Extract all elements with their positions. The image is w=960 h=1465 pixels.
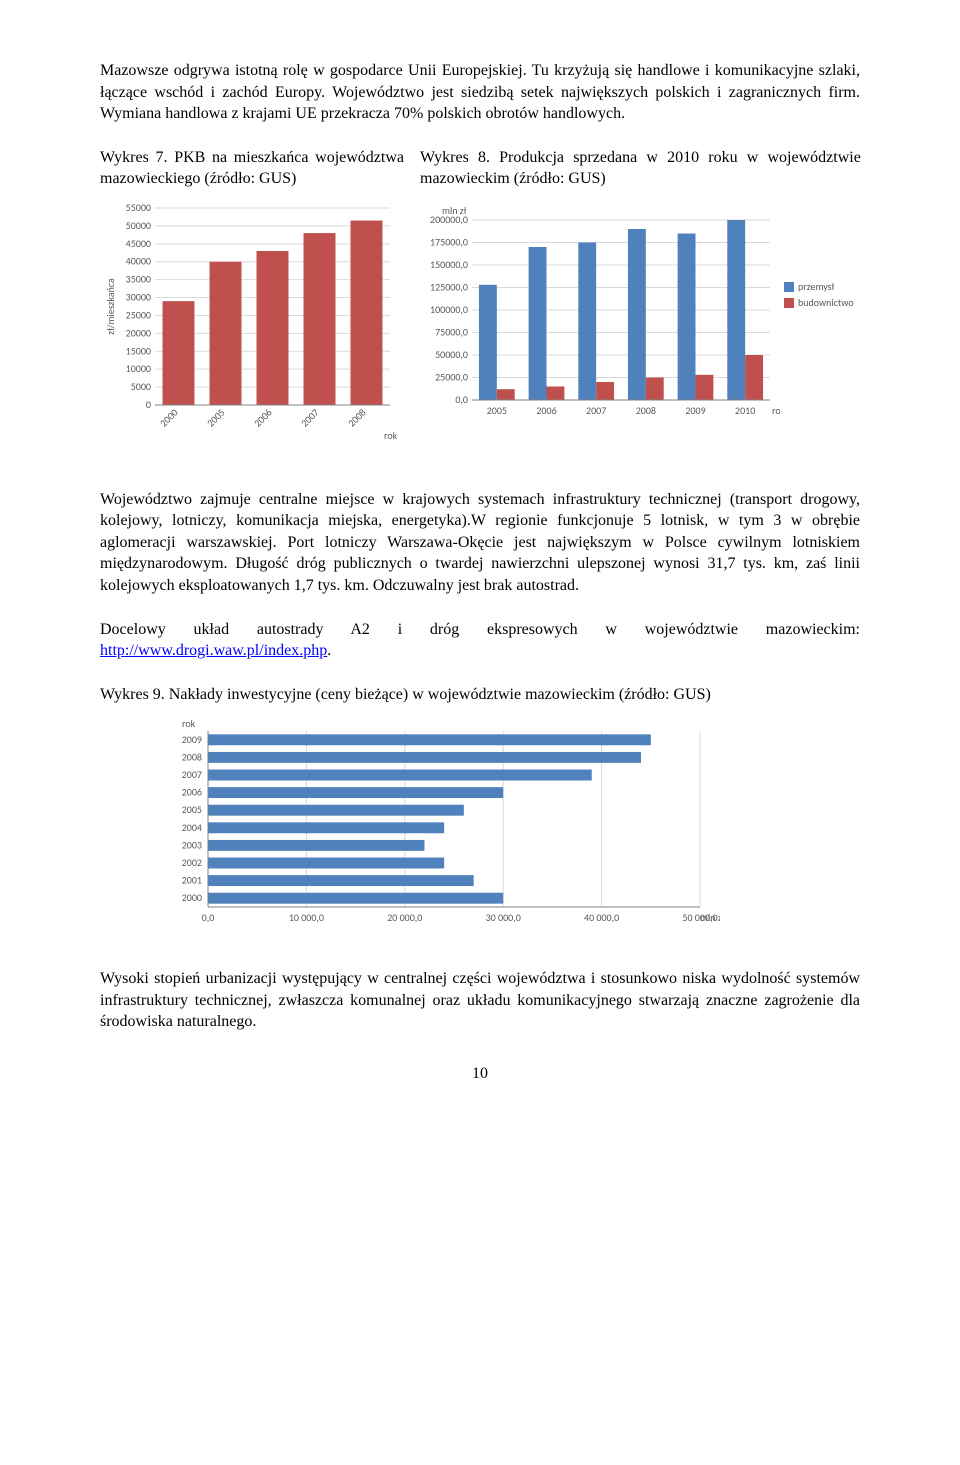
- svg-text:125000,0: 125000,0: [430, 280, 468, 293]
- legend-label: budownictwo: [798, 296, 854, 310]
- svg-text:zł/mieszkańca: zł/mieszkańca: [104, 278, 117, 335]
- svg-text:20 000,0: 20 000,0: [387, 911, 422, 924]
- svg-text:2006: 2006: [251, 406, 275, 430]
- legend-swatch: [784, 282, 794, 292]
- legend-item: przemysł: [784, 280, 854, 294]
- svg-text:0,0: 0,0: [455, 393, 468, 406]
- chart9: 0,010 000,020 000,030 000,040 000,050 00…: [160, 713, 860, 940]
- svg-text:2007: 2007: [182, 768, 202, 781]
- svg-text:2005: 2005: [204, 406, 228, 430]
- svg-text:2005: 2005: [487, 404, 507, 417]
- legend-swatch: [784, 298, 794, 308]
- legend-label: przemysł: [798, 280, 834, 294]
- svg-text:55000: 55000: [126, 201, 151, 214]
- svg-text:10000: 10000: [126, 362, 151, 375]
- svg-text:2001: 2001: [182, 874, 202, 887]
- svg-text:2009: 2009: [182, 733, 202, 746]
- svg-text:30000: 30000: [126, 291, 151, 304]
- svg-text:2009: 2009: [685, 404, 705, 417]
- chart8-svg: 0,0 25000,0 50000,0 75000,0 100000,0 125000,0…: [410, 200, 780, 430]
- svg-text:75000,0: 75000,0: [435, 325, 468, 338]
- svg-text:45000: 45000: [126, 237, 151, 250]
- chart7-svg: 0 5000 10000 15000 20000 25000 30000 35000 40000…: [100, 200, 400, 460]
- svg-text:30 000,0: 30 000,0: [486, 911, 521, 924]
- svg-text:15000: 15000: [126, 344, 151, 357]
- svg-text:2008: 2008: [345, 406, 369, 430]
- chart-captions-row: Wykres 7. PKB na mieszkańca województwa …: [100, 147, 860, 190]
- legend-item: budownictwo: [784, 296, 854, 310]
- svg-text:rok: rok: [384, 429, 398, 442]
- svg-text:50000,0: 50000,0: [435, 348, 468, 361]
- svg-text:25000,0: 25000,0: [435, 370, 468, 383]
- svg-text:40 000,0: 40 000,0: [584, 911, 619, 924]
- svg-text:2008: 2008: [182, 751, 202, 764]
- svg-text:2006: 2006: [182, 786, 202, 799]
- svg-text:2008: 2008: [636, 404, 656, 417]
- chart7: 0 5000 10000 15000 20000 25000 30000 35000 40000…: [100, 200, 400, 467]
- para3-post: .: [327, 642, 331, 659]
- chart8: 0,0 25000,0 50000,0 75000,0 100000,0 125000,0…: [410, 200, 860, 430]
- drogi-link[interactable]: http://www.drogi.waw.pl/index.php: [100, 642, 327, 659]
- chart9-caption: Wykres 9. Nakłady inwestycyjne (ceny bie…: [100, 684, 860, 706]
- chart8-legend: przemysł budownictwo: [784, 280, 854, 430]
- svg-text:175000,0: 175000,0: [430, 235, 468, 248]
- svg-text:5000: 5000: [131, 380, 151, 393]
- svg-text:40000: 40000: [126, 255, 151, 268]
- chart8-caption: Wykres 8. Produkcja sprzedana w 2010 rok…: [420, 147, 861, 190]
- svg-text:20000: 20000: [126, 326, 151, 339]
- charts-row: 0 5000 10000 15000 20000 25000 30000 35000 40000…: [100, 200, 860, 467]
- svg-text:0: 0: [146, 398, 151, 411]
- svg-text:rok: rok: [772, 404, 780, 417]
- page-number: 10: [100, 1063, 860, 1085]
- intro-paragraph: Mazowsze odgrywa istotną rolę w gospodar…: [100, 60, 860, 125]
- chart9-svg: 0,010 000,020 000,030 000,040 000,050 00…: [160, 713, 720, 933]
- infrastructure-paragraph: Województwo zajmuje centralne miejsce w …: [100, 489, 860, 597]
- svg-text:rok: rok: [182, 717, 196, 730]
- svg-text:2007: 2007: [586, 404, 606, 417]
- svg-text:2002: 2002: [182, 856, 202, 869]
- svg-text:mln zł: mln zł: [700, 911, 720, 924]
- svg-text:2010: 2010: [735, 404, 755, 417]
- svg-text:150000,0: 150000,0: [430, 258, 468, 271]
- svg-text:2006: 2006: [536, 404, 556, 417]
- svg-text:0,0: 0,0: [202, 911, 215, 924]
- svg-text:2003: 2003: [182, 839, 202, 852]
- svg-text:2000: 2000: [182, 892, 202, 905]
- svg-text:100000,0: 100000,0: [430, 303, 468, 316]
- svg-text:2000: 2000: [157, 406, 181, 430]
- svg-text:2007: 2007: [298, 406, 322, 430]
- svg-text:50000: 50000: [126, 219, 151, 232]
- svg-text:25000: 25000: [126, 308, 151, 321]
- svg-text:mln zł: mln zł: [442, 204, 467, 217]
- svg-text:35000: 35000: [126, 273, 151, 286]
- svg-text:10 000,0: 10 000,0: [289, 911, 324, 924]
- urbanizacja-paragraph: Wysoki stopień urbanizacji występujący w…: [100, 968, 860, 1033]
- svg-text:2005: 2005: [182, 804, 202, 817]
- para3-pre: Docelowy układ autostrady A2 i dróg eksp…: [100, 621, 860, 638]
- autostrady-paragraph: Docelowy układ autostrady A2 i dróg eksp…: [100, 619, 860, 662]
- chart7-caption: Wykres 7. PKB na mieszkańca województwa …: [100, 147, 404, 190]
- svg-text:2004: 2004: [182, 821, 202, 834]
